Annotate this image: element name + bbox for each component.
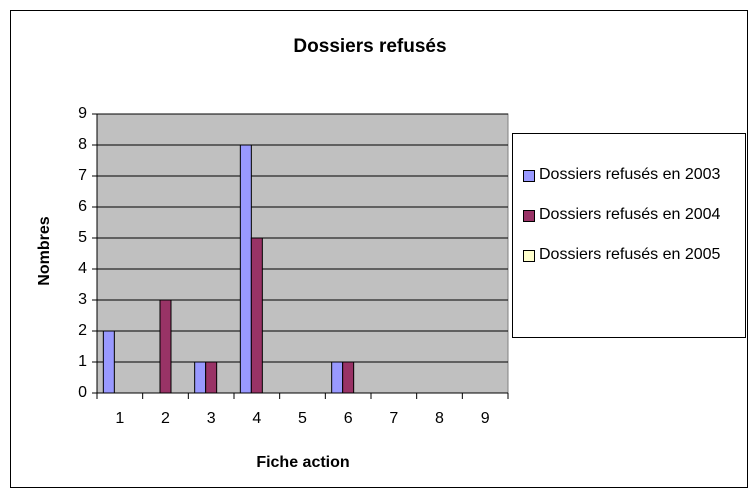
legend-entry: Dossiers refusés en 2004 [523,204,745,226]
bar [102,330,115,394]
legend-label: Dossiers refusés en 2005 [539,246,721,263]
bar [342,361,355,394]
legend-label: Dossiers refusés en 2004 [539,206,721,223]
x-axis-label: Fiche action [256,454,349,471]
y-tick-label: 8 [78,136,87,153]
legend-entry: Dossiers refusés en 2003 [523,164,745,186]
x-tick-label: 8 [435,410,444,427]
x-tick-label: 2 [161,410,170,427]
y-tick-label: 2 [78,322,87,339]
y-tick-label: 4 [78,260,87,277]
x-tick-label: 6 [344,410,353,427]
legend-entry: Dossiers refusés en 2005 [523,244,745,266]
x-tick-label: 3 [207,410,216,427]
y-axis-label: Nombres [36,216,53,285]
y-tick-label: 0 [78,384,87,401]
x-tick-label: 4 [252,410,261,427]
legend-swatch [523,250,535,262]
legend-swatch [523,210,535,222]
x-tick-label: 9 [481,410,490,427]
bar [194,361,207,394]
y-tick-label: 6 [78,198,87,215]
y-tick-label: 1 [78,353,87,370]
y-tick-label: 3 [78,291,87,308]
legend-label: Dossiers refusés en 2003 [539,166,721,183]
y-tick-label: 7 [78,167,87,184]
bar [205,361,218,394]
y-tick-label: 5 [78,229,87,246]
y-tick-label: 9 [78,105,87,122]
bar [331,361,344,394]
bar [250,237,263,394]
bar [159,299,172,394]
x-tick-label: 7 [389,410,398,427]
legend-swatch [523,170,535,182]
plot-area [96,113,509,394]
bar [239,144,252,394]
x-tick-label: 1 [115,410,124,427]
x-tick-label: 5 [298,410,307,427]
chart-title: Dossiers refusés [293,36,446,57]
legend: Dossiers refusés en 2003 Dossiers refusés… [512,133,746,338]
